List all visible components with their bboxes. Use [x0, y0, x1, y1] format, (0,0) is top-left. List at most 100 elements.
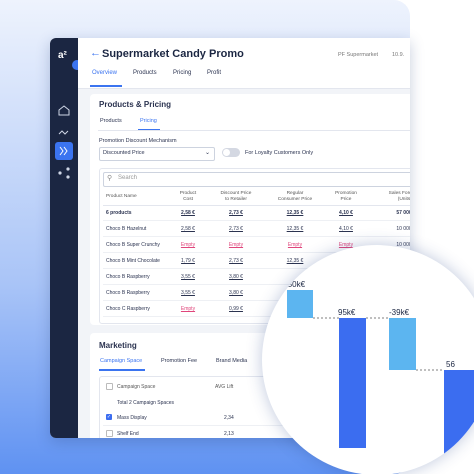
search-icon: ⚲	[107, 175, 113, 182]
column-header: AVG Lift	[215, 384, 234, 390]
cell: 3,80 €	[229, 290, 243, 296]
table-frame	[99, 168, 410, 324]
product-name: Choco B Raspberry	[106, 274, 150, 280]
column-header: Product	[179, 191, 197, 196]
checkbox[interactable]	[106, 430, 113, 437]
column-header: Consumer Price	[277, 197, 313, 202]
cell: Empty	[338, 242, 354, 248]
cell: 4,10 €	[339, 226, 353, 232]
column-header: to Retailer	[225, 197, 247, 202]
cell: 0,99 €	[229, 306, 243, 312]
zoom-lens: -30k€ 95k€ -39k€ 56	[262, 245, 474, 474]
column-header: (Units	[397, 197, 410, 202]
cell: 3,80 €	[229, 274, 243, 280]
marketing-tab[interactable]: Campaign Space	[100, 358, 143, 364]
toggle-knob	[223, 149, 230, 156]
product-name: Choco B Mint Chocolate	[106, 258, 160, 264]
column-header: Sales Forecas	[388, 191, 410, 196]
section-title: Products & Pricing	[99, 100, 172, 109]
tab[interactable]: Overview	[92, 70, 118, 76]
checkbox[interactable]: ✓	[106, 414, 112, 420]
cell: Empty	[287, 242, 303, 248]
product-name: 6 products	[106, 210, 132, 216]
cell: Mass Display	[117, 415, 147, 421]
tab-underline	[90, 85, 122, 87]
retailer: PF Supermarket	[338, 52, 379, 58]
cell: 10 000	[396, 242, 410, 248]
toggle[interactable]	[222, 148, 240, 157]
subtab[interactable]: Products	[100, 118, 122, 124]
row-line	[103, 252, 410, 253]
tab[interactable]: Products	[133, 70, 157, 76]
subtab-underline	[138, 129, 160, 131]
section-title: Marketing	[99, 341, 137, 350]
cell: 2,34	[224, 415, 234, 421]
bar-label: 56	[446, 360, 455, 369]
product-name: Choco B Raspberry	[106, 290, 150, 296]
column-header: Regular	[286, 191, 304, 196]
bar	[339, 318, 366, 448]
cell: Empty	[228, 242, 244, 248]
search-box[interactable]	[103, 172, 410, 187]
product-name: Choco B Super Crunchy	[106, 242, 160, 248]
cell: 1,79 €	[181, 258, 195, 264]
row-line	[103, 268, 410, 269]
product-name: Choco B Hazelnut	[106, 226, 147, 232]
product-name: Choco C Raspberry	[106, 306, 150, 312]
tab[interactable]: Pricing	[173, 70, 192, 76]
subtab[interactable]: Pricing	[140, 118, 157, 124]
title: Supermarket Candy Promo	[102, 48, 244, 60]
marketing-tab[interactable]: Brand Media	[216, 358, 248, 364]
cell: 2,58 €	[181, 210, 195, 216]
cell: 2,13	[224, 431, 234, 437]
row-line	[103, 284, 410, 285]
row-line	[103, 425, 410, 426]
bar	[444, 370, 474, 474]
cell: Empty	[180, 242, 196, 248]
cell: 2,58 €	[181, 226, 195, 232]
date: 10.9.	[392, 52, 405, 58]
column-header: Price	[340, 197, 352, 202]
cell: Shelf End	[117, 431, 139, 437]
bar-label: 95k€	[338, 308, 356, 317]
column-header: Promotion	[335, 191, 357, 196]
select[interactable]	[99, 147, 215, 161]
row-line	[103, 300, 410, 301]
cell: 12,35 €	[286, 226, 304, 232]
total-row: Total 2 Campaign Spaces	[117, 400, 174, 406]
cell: 2,73 €	[229, 258, 243, 264]
sidebar: a²	[50, 38, 82, 438]
bar-label: -30k€	[285, 280, 306, 289]
checkbox[interactable]	[106, 383, 113, 390]
column-header: Product Name	[106, 194, 137, 199]
chevron: ⌄	[205, 150, 211, 156]
cell: 12,35 €	[286, 210, 304, 216]
svg-text:a²: a²	[58, 50, 68, 61]
cell: Empty	[180, 306, 196, 312]
row-line	[103, 220, 410, 221]
row-line	[103, 316, 410, 317]
search-placeholder: Search	[118, 175, 138, 181]
header-line	[103, 205, 410, 206]
tab[interactable]: Profit	[207, 70, 222, 76]
bar	[287, 290, 313, 318]
back-arrow[interactable]: ←	[90, 47, 101, 59]
header	[78, 38, 410, 89]
column-header: Discount Price	[220, 191, 252, 196]
table-frame	[99, 376, 410, 438]
cell: 12,35 €	[286, 258, 304, 264]
cell: 4,10 €	[339, 210, 353, 216]
cell: 3,55 €	[181, 274, 195, 280]
marketing-tab[interactable]: Promotion Fee	[161, 358, 198, 364]
select-value: Discounted Price	[103, 150, 145, 156]
cell: 57 000	[396, 210, 410, 216]
cell: 2,73 €	[229, 210, 243, 216]
cell: 2,73 €	[229, 226, 243, 232]
cell: 10 000	[396, 226, 410, 232]
column-header: Campaign Space	[117, 384, 156, 390]
divider	[98, 130, 410, 131]
field-label: Promotion Discount Mechanism	[99, 138, 177, 144]
row-line	[103, 236, 410, 237]
bar	[389, 318, 416, 370]
